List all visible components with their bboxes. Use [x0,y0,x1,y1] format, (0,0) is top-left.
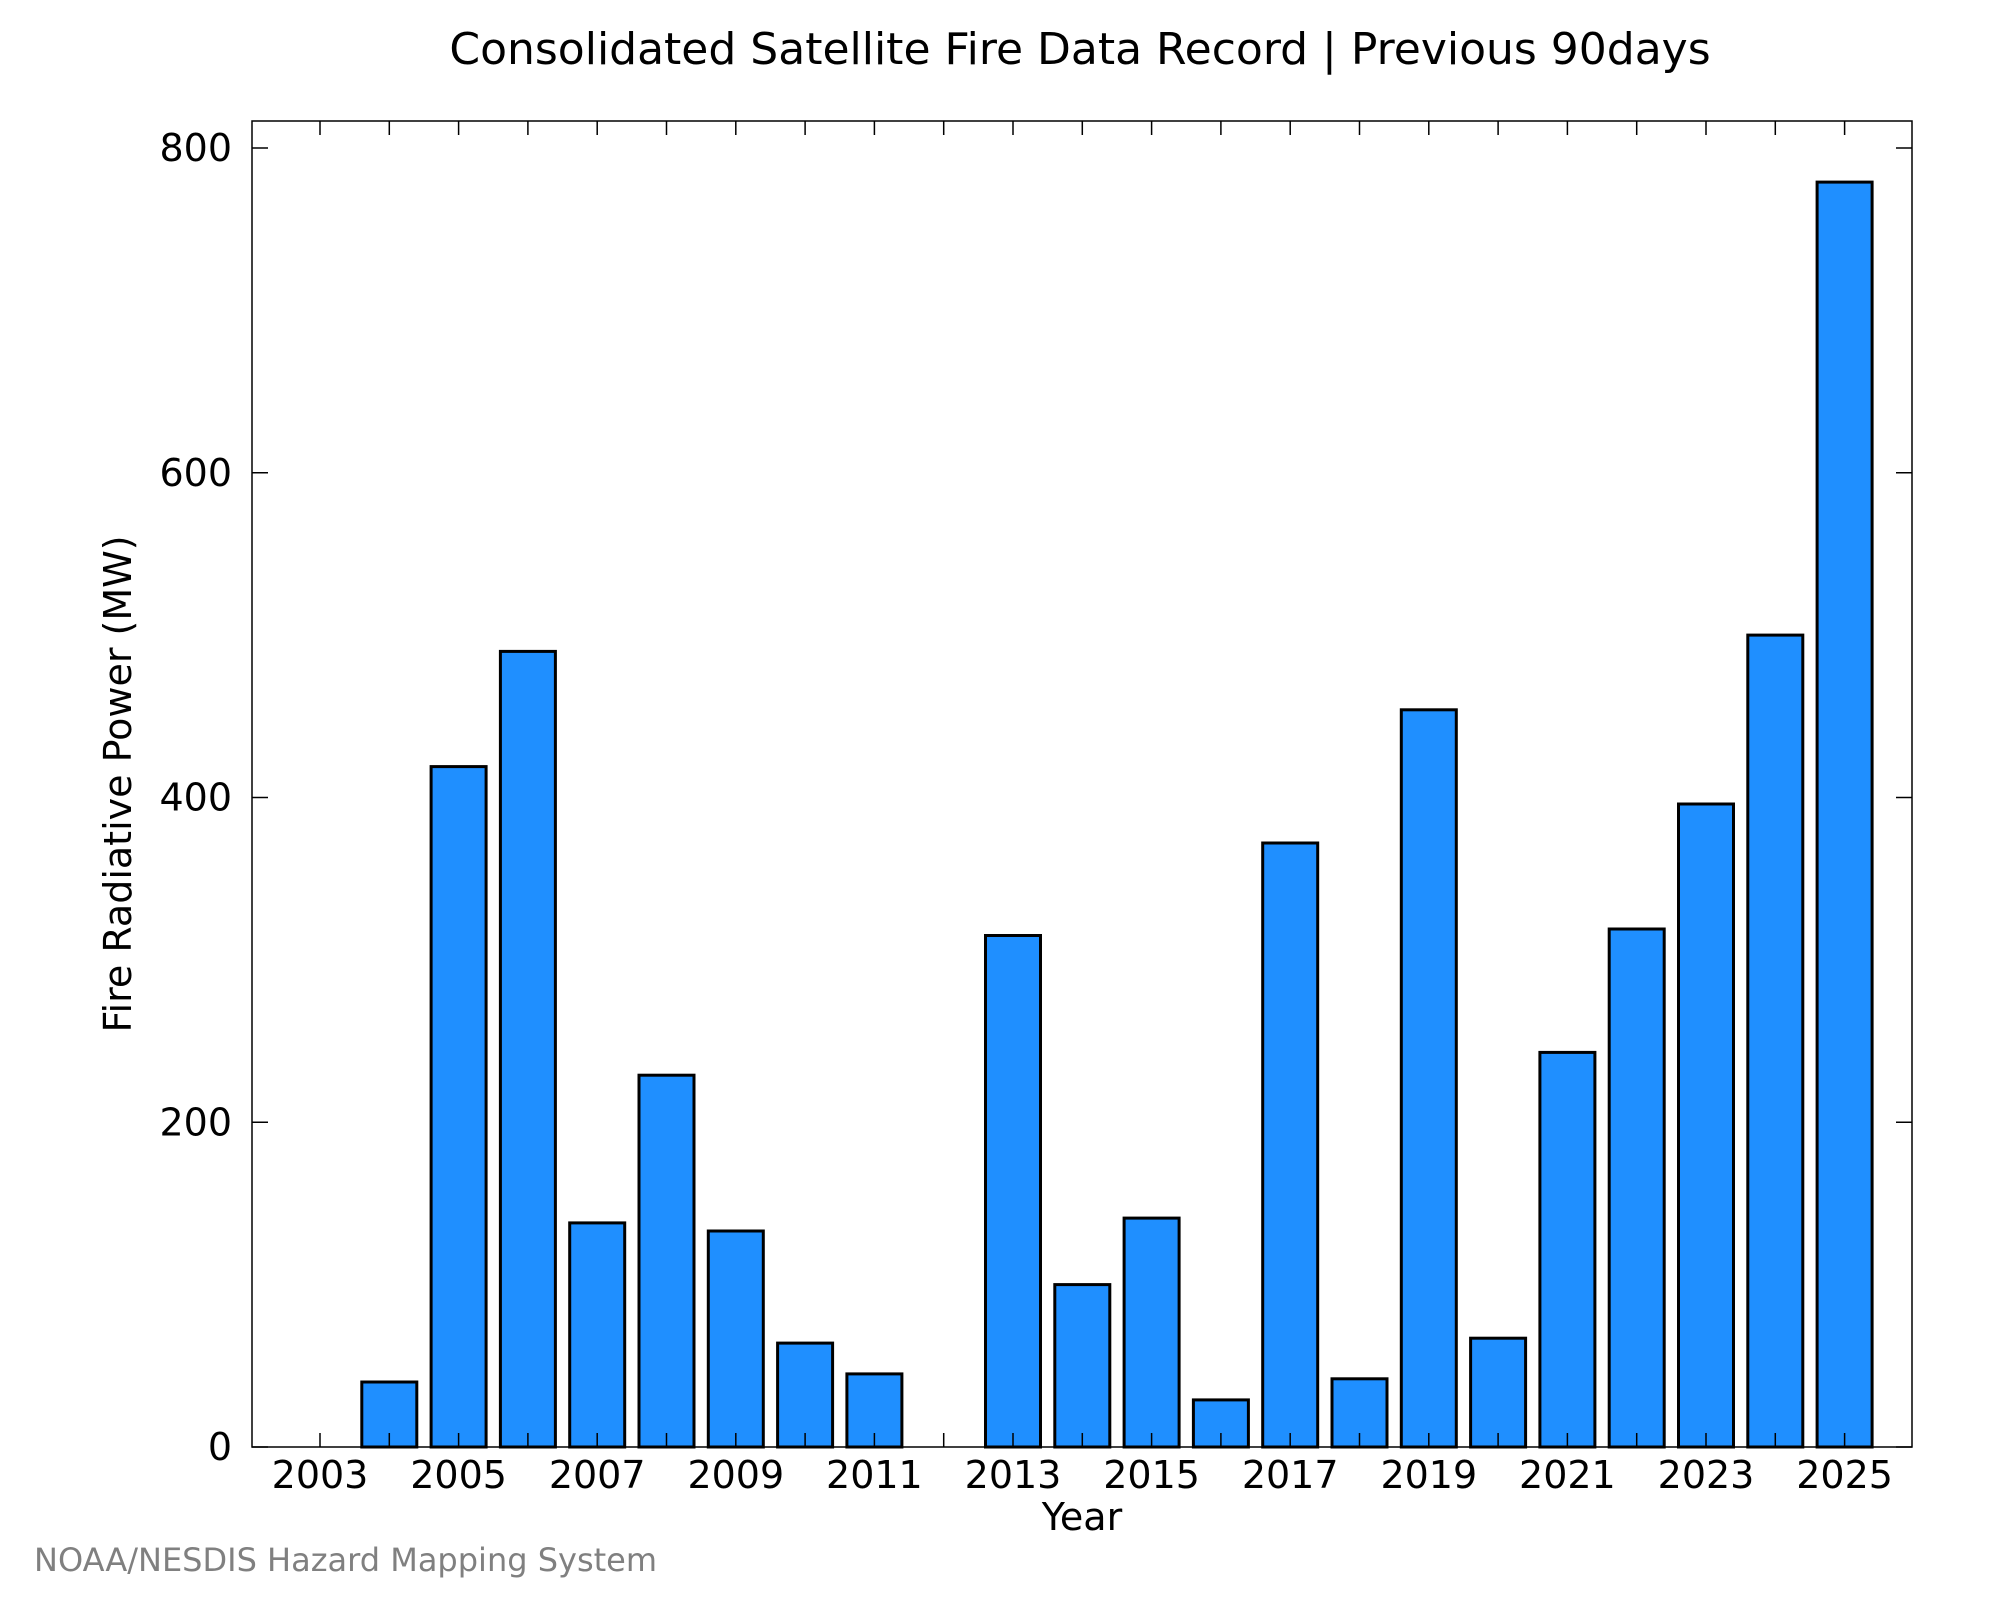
bars [360,180,1874,1449]
x-tick-label: 2015 [1103,1453,1200,1497]
bar-2009 [706,1229,765,1449]
y-axis-label: Fire Radiative Power (MW) [96,535,140,1032]
y-tick-label: 400 [159,776,232,820]
bar-2017 [1261,841,1320,1449]
x-tick-label: 2025 [1796,1453,1893,1497]
bar-2020 [1469,1336,1528,1449]
x-tick-label: 2011 [826,1453,923,1497]
bar-2007 [568,1221,627,1449]
chart-title: Consolidated Satellite Fire Data Record … [449,24,1710,75]
x-axis-label: Year [1041,1495,1123,1539]
bar-2010 [776,1341,835,1449]
bar-2023 [1677,802,1735,1449]
bar-2014 [1053,1283,1112,1449]
bar-2021 [1538,1050,1597,1449]
bar-2024 [1746,633,1805,1449]
y-tick-label: 600 [159,451,232,495]
footer-credit: NOAA/NESDIS Hazard Mapping System [34,1541,657,1579]
y-axis: 0 200 400 600 800 [159,126,1912,1469]
x-tick-label: 2013 [965,1453,1062,1497]
bar-2008 [637,1073,696,1449]
bar-2006 [498,649,557,1449]
y-tick-label: 200 [159,1100,232,1144]
x-tick-label: 2005 [410,1453,507,1497]
x-tick-label: 2003 [272,1453,369,1497]
y-tick-label: 0 [208,1425,232,1469]
bar-2015 [1122,1216,1181,1449]
x-tick-label: 2019 [1380,1453,1477,1497]
x-tick-label: 2021 [1519,1453,1616,1497]
y-tick-label: 800 [159,126,232,170]
bar-2019 [1399,708,1458,1449]
bar-2013 [984,934,1042,1449]
x-tick-label: 2009 [687,1453,784,1497]
bar-2005 [429,765,488,1449]
bar-2025 [1815,180,1874,1449]
x-tick-label: 2023 [1658,1453,1755,1497]
bar-2022 [1607,927,1666,1449]
x-tick-label: 2007 [549,1453,646,1497]
x-tick-label: 2017 [1242,1453,1339,1497]
x-axis: 2003 2005 2007 2009 2011 2013 2015 2017 2019 2021… [272,121,1893,1497]
